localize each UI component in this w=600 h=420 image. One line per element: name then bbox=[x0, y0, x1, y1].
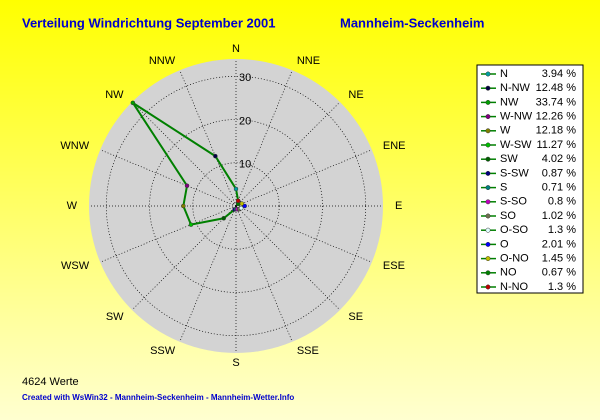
data-point bbox=[239, 201, 245, 206]
axis-label: NE bbox=[348, 89, 363, 101]
axis-label: WNW bbox=[60, 140, 89, 152]
data-point bbox=[213, 153, 218, 159]
legend-marker bbox=[485, 227, 491, 233]
legend-value: 33.74 % bbox=[536, 96, 577, 108]
r-tick-label: 10 bbox=[239, 159, 251, 171]
legend-name: S-SO bbox=[500, 196, 527, 208]
spoke bbox=[235, 205, 341, 311]
legend-value: 3.94 % bbox=[542, 68, 576, 80]
legend-name: NW bbox=[500, 96, 519, 108]
legend-marker bbox=[485, 213, 491, 219]
footer: Created with WsWin32 - Mannheim-Seckenhe… bbox=[22, 393, 294, 402]
axis-label: N bbox=[232, 43, 240, 55]
legend-marker bbox=[485, 199, 491, 205]
legend-name: SO bbox=[500, 210, 516, 222]
legend-marker bbox=[485, 284, 491, 290]
legend-name: S-SW bbox=[500, 167, 529, 179]
spoke bbox=[131, 205, 237, 311]
chart-subtitle: Mannheim-Seckenheim bbox=[340, 15, 485, 30]
spoke bbox=[131, 101, 237, 207]
axis-label: SW bbox=[106, 311, 124, 323]
axis-label: NNE bbox=[297, 55, 320, 67]
spoke bbox=[235, 149, 372, 207]
legend-value: 2.01 % bbox=[542, 238, 576, 250]
legend-name: O bbox=[500, 238, 509, 250]
spoke bbox=[179, 205, 237, 342]
r-tick-label: 30 bbox=[239, 72, 251, 84]
legend-value: 1.45 % bbox=[542, 253, 576, 265]
grid-ring bbox=[149, 119, 323, 293]
legend-marker bbox=[485, 185, 491, 191]
grid-ring bbox=[192, 162, 280, 250]
legend-name: W-NW bbox=[500, 111, 533, 123]
legend-marker bbox=[485, 85, 491, 91]
spoke bbox=[235, 205, 293, 342]
legend-marker bbox=[485, 256, 491, 262]
axis-label: NW bbox=[105, 89, 124, 101]
legend-value: 0.87 % bbox=[542, 167, 576, 179]
axis-label: SSE bbox=[297, 345, 319, 357]
legend-marker bbox=[485, 142, 491, 148]
spoke bbox=[100, 149, 237, 207]
legend-name: N-NW bbox=[500, 82, 531, 94]
spoke bbox=[100, 205, 237, 263]
legend-value: 1.3 % bbox=[548, 281, 576, 293]
legend-value: 0.8 % bbox=[548, 196, 576, 208]
legend-value: 1.02 % bbox=[542, 210, 576, 222]
axis-label: WSW bbox=[61, 260, 90, 272]
data-point bbox=[235, 198, 241, 204]
axis-label: E bbox=[395, 200, 402, 212]
axis-label: ENE bbox=[383, 140, 406, 152]
legend-name: N-NO bbox=[500, 281, 529, 293]
legend-marker bbox=[485, 241, 491, 247]
legend-value: 12.18 % bbox=[536, 125, 577, 137]
spoke bbox=[235, 101, 341, 207]
legend-name: W-SW bbox=[500, 139, 532, 151]
legend-name: O-SO bbox=[500, 224, 529, 236]
data-point bbox=[130, 100, 136, 106]
data-point bbox=[188, 222, 194, 227]
grid-ring bbox=[105, 75, 367, 337]
footer-count: 4624 Werte bbox=[22, 376, 79, 388]
data-point bbox=[221, 216, 226, 221]
data-point bbox=[238, 205, 244, 211]
legend-name: O-NO bbox=[500, 253, 529, 265]
axis-label: SSW bbox=[150, 345, 176, 357]
legend-name: W bbox=[500, 125, 511, 137]
legend-name: NO bbox=[500, 267, 517, 279]
legend-marker bbox=[485, 99, 491, 105]
spoke bbox=[235, 205, 372, 263]
legend-value: 1.3 % bbox=[548, 224, 576, 236]
legend-name: SW bbox=[500, 153, 518, 165]
legend-marker bbox=[485, 128, 491, 134]
chart-title: Verteilung Windrichtung September 2001 bbox=[22, 15, 275, 30]
data-point bbox=[242, 203, 247, 209]
legend-marker bbox=[485, 170, 491, 176]
spoke bbox=[235, 70, 293, 207]
legend-value: 0.71 % bbox=[542, 182, 576, 194]
axis-label: NNW bbox=[149, 55, 176, 67]
legend-value: 0.67 % bbox=[542, 267, 576, 279]
legend-marker bbox=[485, 114, 491, 120]
axis-label: W bbox=[67, 200, 78, 212]
axis-label: S bbox=[232, 357, 239, 369]
legend-value: 4.02 % bbox=[542, 153, 576, 165]
legend-marker bbox=[485, 270, 491, 276]
data-point bbox=[184, 183, 190, 188]
legend-value: 12.26 % bbox=[536, 111, 577, 123]
data-point bbox=[181, 203, 186, 209]
legend-marker bbox=[485, 156, 491, 162]
axis-label: ESE bbox=[383, 260, 405, 272]
legend-name: N bbox=[500, 68, 508, 80]
r-tick-label: 20 bbox=[239, 115, 251, 127]
legend-value: 12.48 % bbox=[536, 82, 577, 94]
axis-label: SE bbox=[348, 311, 363, 323]
data-point bbox=[233, 186, 239, 192]
spoke bbox=[179, 70, 237, 207]
legend-name: S bbox=[500, 182, 507, 194]
legend-marker bbox=[485, 71, 491, 77]
legend-value: 11.27 % bbox=[536, 139, 576, 151]
